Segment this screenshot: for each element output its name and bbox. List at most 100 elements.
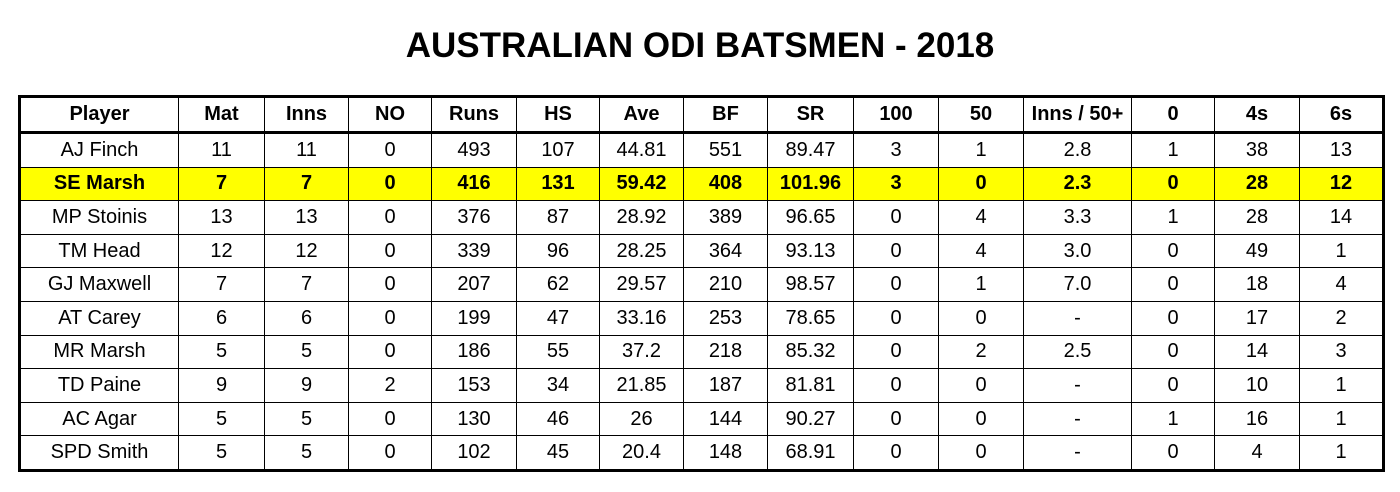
stat-cell: 12 (178, 233, 265, 269)
stat-cell: 13 (264, 200, 349, 235)
stat-cell: 0 (853, 233, 939, 269)
stat-cell: 0 (348, 267, 432, 302)
stat-cell: 0 (938, 435, 1024, 471)
stat-cell: 3.3 (1023, 200, 1132, 235)
stat-cell: 3 (853, 132, 939, 168)
stat-cell: 4 (938, 233, 1024, 269)
stat-cell: 389 (683, 200, 768, 235)
stat-cell: 28 (1214, 200, 1300, 235)
player-name: SE Marsh (19, 166, 179, 202)
stat-cell: 0 (853, 267, 939, 302)
column-header: HS (516, 96, 600, 134)
stat-cell: 0 (1131, 166, 1215, 202)
stat-cell: 493 (431, 132, 517, 168)
stat-cell: 218 (683, 334, 768, 370)
stat-cell: 0 (1131, 435, 1215, 471)
stat-cell: 13 (1299, 132, 1384, 168)
stat-cell: 7 (178, 166, 265, 202)
player-name: MR Marsh (19, 334, 179, 370)
stat-cell: 0 (1131, 300, 1215, 336)
stat-cell: 0 (348, 435, 432, 471)
stat-cell: 2 (348, 368, 432, 403)
stat-cell: 0 (1131, 267, 1215, 302)
stat-cell: 0 (938, 401, 1024, 437)
stat-cell: 1 (1131, 401, 1215, 437)
stat-cell: 17 (1214, 300, 1300, 336)
stat-cell: 5 (178, 334, 265, 370)
stat-cell: 2 (1299, 300, 1384, 336)
player-row: AT Carey 6 6 0 199 47 33.16 253 78.65 0 0-0 17 2 (19, 300, 1384, 336)
stat-cell: 49 (1214, 233, 1300, 269)
stat-cell: 107 (516, 132, 600, 168)
stat-cell: 551 (683, 132, 768, 168)
stat-cell: 28.92 (599, 200, 684, 235)
stat-cell: 16 (1214, 401, 1300, 437)
player-row: TD Paine 9 9 2 153 34 21.85 187 81.81 0 0-0 10 1 (19, 368, 1384, 403)
column-header: Player (19, 96, 179, 134)
stat-cell: 1 (1299, 401, 1384, 437)
stat-cell: 187 (683, 368, 768, 403)
player-name: AJ Finch (19, 132, 179, 168)
stat-cell: 7 (178, 267, 265, 302)
stat-cell: 186 (431, 334, 517, 370)
stat-cell: 89.47 (767, 132, 854, 168)
stat-cell: 3.0 (1023, 233, 1132, 269)
stat-cell: 0 (938, 166, 1024, 202)
column-header: Inns (264, 96, 349, 134)
stat-cell: 207 (431, 267, 517, 302)
stat-cell: 0 (1131, 334, 1215, 370)
stat-cell: 2.3 (1023, 166, 1132, 202)
stat-cell: 0 (348, 132, 432, 168)
stat-cell: 55 (516, 334, 600, 370)
stat-cell: 339 (431, 233, 517, 269)
stat-cell: 3 (853, 166, 939, 202)
stat-cell: 11 (264, 132, 349, 168)
stat-cell: 98.57 (767, 267, 854, 302)
title: AUSTRALIAN ODI BATSMEN - 2018 (405, 26, 995, 65)
stat-cell: 18 (1214, 267, 1300, 302)
stat-cell: 5 (178, 401, 265, 437)
stat-cell: 12 (264, 233, 349, 269)
stat-cell: 2.8 (1023, 132, 1132, 168)
player-row: SE Marsh 7 7 0 416 131 59.42 408 101.96 3 0 2.3 0 28 1… (19, 166, 1384, 202)
stat-cell: 210 (683, 267, 768, 302)
stat-cell: 0 (853, 300, 939, 336)
stat-cell: 3 (1299, 334, 1384, 370)
stat-cell: 102 (431, 435, 517, 471)
stat-cell: 101.96 (767, 166, 854, 202)
player-row: MP Stoinis 13 13 0 376 87 28.92 389 96.65 0 4 3.3 1 2… (19, 200, 1384, 235)
player-name: GJ Maxwell (19, 267, 179, 302)
stat-cell: 131 (516, 166, 600, 202)
stat-cell: 10 (1214, 368, 1300, 403)
batsmen-table: Player Mat Inns NO Runs HS Ave BF SR 100 50 Inns / … (18, 95, 1385, 472)
stat-cell: 68.91 (767, 435, 854, 471)
stat-cell: 0 (853, 435, 939, 471)
player-row: AJ Finch 11 11 0 493 107 44.81 551 89.47 3 1 2.8 1 38… (19, 132, 1384, 168)
stat-cell: 130 (431, 401, 517, 437)
stat-cell: 0 (348, 200, 432, 235)
column-header: Ave (599, 96, 684, 134)
column-header: BF (683, 96, 768, 134)
player-name: TD Paine (19, 368, 179, 403)
stat-cell: 4 (1214, 435, 1300, 471)
player-name: AC Agar (19, 401, 179, 437)
stat-cell: 59.42 (599, 166, 684, 202)
stat-cell: 1 (938, 267, 1024, 302)
stat-cell: 0 (1131, 233, 1215, 269)
stat-cell: 28.25 (599, 233, 684, 269)
stat-cell: 87 (516, 200, 600, 235)
stat-cell: 45 (516, 435, 600, 471)
column-header: 6s (1299, 96, 1384, 134)
stat-cell: - (1023, 300, 1132, 336)
stat-cell: 26 (599, 401, 684, 437)
stat-cell: 0 (348, 300, 432, 336)
stat-cell: 44.81 (599, 132, 684, 168)
stat-cell: 364 (683, 233, 768, 269)
stat-cell: 0 (853, 334, 939, 370)
stat-cell: 5 (264, 401, 349, 437)
stat-cell: 0 (938, 368, 1024, 403)
player-name: TM Head (19, 233, 179, 269)
stat-cell: 46 (516, 401, 600, 437)
stat-cell: 20.4 (599, 435, 684, 471)
